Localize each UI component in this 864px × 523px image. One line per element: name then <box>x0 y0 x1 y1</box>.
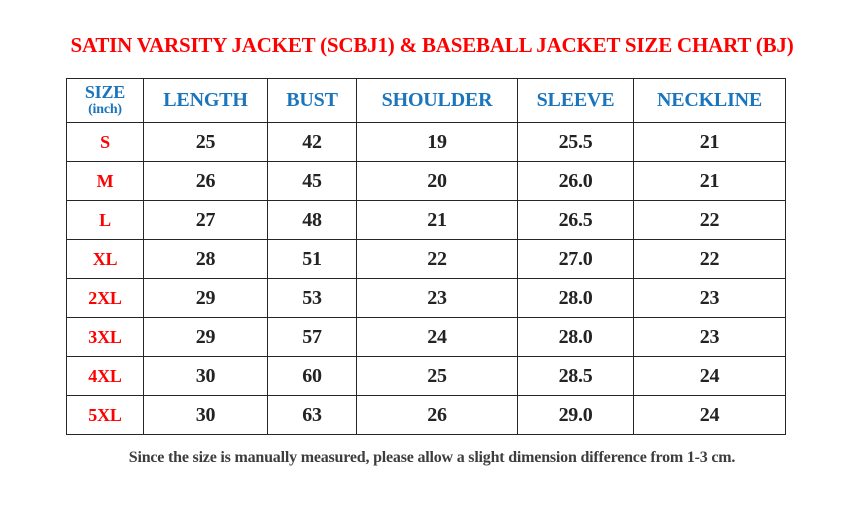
neckline-value: 23 <box>633 317 786 357</box>
size-label: L <box>66 200 144 240</box>
size-chart-table: SIZE (inch) LENGTH BUST SHOULDER SLEEVE … <box>66 78 786 435</box>
column-header-neckline: NECKLINE <box>633 78 786 123</box>
neckline-value: 22 <box>633 200 786 240</box>
length-value: 30 <box>143 356 268 396</box>
sleeve-value: 27.0 <box>517 239 634 279</box>
size-label: 2XL <box>66 278 144 318</box>
bust-value: 63 <box>267 395 357 435</box>
size-label: M <box>66 161 144 201</box>
sleeve-value: 26.0 <box>517 161 634 201</box>
table-row-4xl: 4XL 30 60 25 28.5 24 <box>66 356 786 396</box>
bust-value: 51 <box>267 239 357 279</box>
size-label: XL <box>66 239 144 279</box>
neckline-value: 24 <box>633 356 786 396</box>
shoulder-value: 26 <box>356 395 518 435</box>
neckline-value: 24 <box>633 395 786 435</box>
table-row-2xl: 2XL 29 53 23 28.0 23 <box>66 278 786 318</box>
table-row-m: M 26 45 20 26.0 21 <box>66 161 786 201</box>
bust-value: 42 <box>267 122 357 162</box>
size-label: S <box>66 122 144 162</box>
bust-value: 60 <box>267 356 357 396</box>
table-row-3xl: 3XL 29 57 24 28.0 23 <box>66 317 786 357</box>
length-value: 28 <box>143 239 268 279</box>
page-title: SATIN VARSITY JACKET (SCBJ1) & BASEBALL … <box>70 33 794 57</box>
shoulder-value: 22 <box>356 239 518 279</box>
sleeve-value: 25.5 <box>517 122 634 162</box>
length-value: 29 <box>143 317 268 357</box>
size-header-line2: (inch) <box>88 102 122 117</box>
header-row: SIZE (inch) LENGTH BUST SHOULDER SLEEVE … <box>66 78 786 123</box>
shoulder-value: 23 <box>356 278 518 318</box>
column-header-sleeve: SLEEVE <box>517 78 634 123</box>
column-header-bust: BUST <box>267 78 357 123</box>
column-header-size: SIZE (inch) <box>66 78 144 123</box>
neckline-value: 22 <box>633 239 786 279</box>
sleeve-value: 28.0 <box>517 278 634 318</box>
column-header-length: LENGTH <box>143 78 268 123</box>
shoulder-value: 24 <box>356 317 518 357</box>
shoulder-value: 20 <box>356 161 518 201</box>
length-value: 30 <box>143 395 268 435</box>
length-value: 29 <box>143 278 268 318</box>
table-row-5xl: 5XL 30 63 26 29.0 24 <box>66 395 786 435</box>
length-value: 25 <box>143 122 268 162</box>
bust-value: 45 <box>267 161 357 201</box>
bust-value: 57 <box>267 317 357 357</box>
size-label: 5XL <box>66 395 144 435</box>
sleeve-value: 29.0 <box>517 395 634 435</box>
table-row-s: S 25 42 19 25.5 21 <box>66 122 786 162</box>
sleeve-value: 26.5 <box>517 200 634 240</box>
neckline-value: 21 <box>633 161 786 201</box>
size-header-line1: SIZE <box>84 82 126 102</box>
footnote: Since the size is manually measured, ple… <box>128 449 736 466</box>
shoulder-value: 21 <box>356 200 518 240</box>
size-label: 3XL <box>66 317 144 357</box>
neckline-value: 23 <box>633 278 786 318</box>
length-value: 27 <box>143 200 268 240</box>
sleeve-value: 28.0 <box>517 317 634 357</box>
size-chart-page: SATIN VARSITY JACKET (SCBJ1) & BASEBALL … <box>0 33 864 523</box>
bust-value: 48 <box>267 200 357 240</box>
table-row-xl: XL 28 51 22 27.0 22 <box>66 239 786 279</box>
shoulder-value: 25 <box>356 356 518 396</box>
sleeve-value: 28.5 <box>517 356 634 396</box>
size-label: 4XL <box>66 356 144 396</box>
shoulder-value: 19 <box>356 122 518 162</box>
column-header-shoulder: SHOULDER <box>356 78 518 123</box>
table-row-l: L 27 48 21 26.5 22 <box>66 200 786 240</box>
neckline-value: 21 <box>633 122 786 162</box>
length-value: 26 <box>143 161 268 201</box>
bust-value: 53 <box>267 278 357 318</box>
